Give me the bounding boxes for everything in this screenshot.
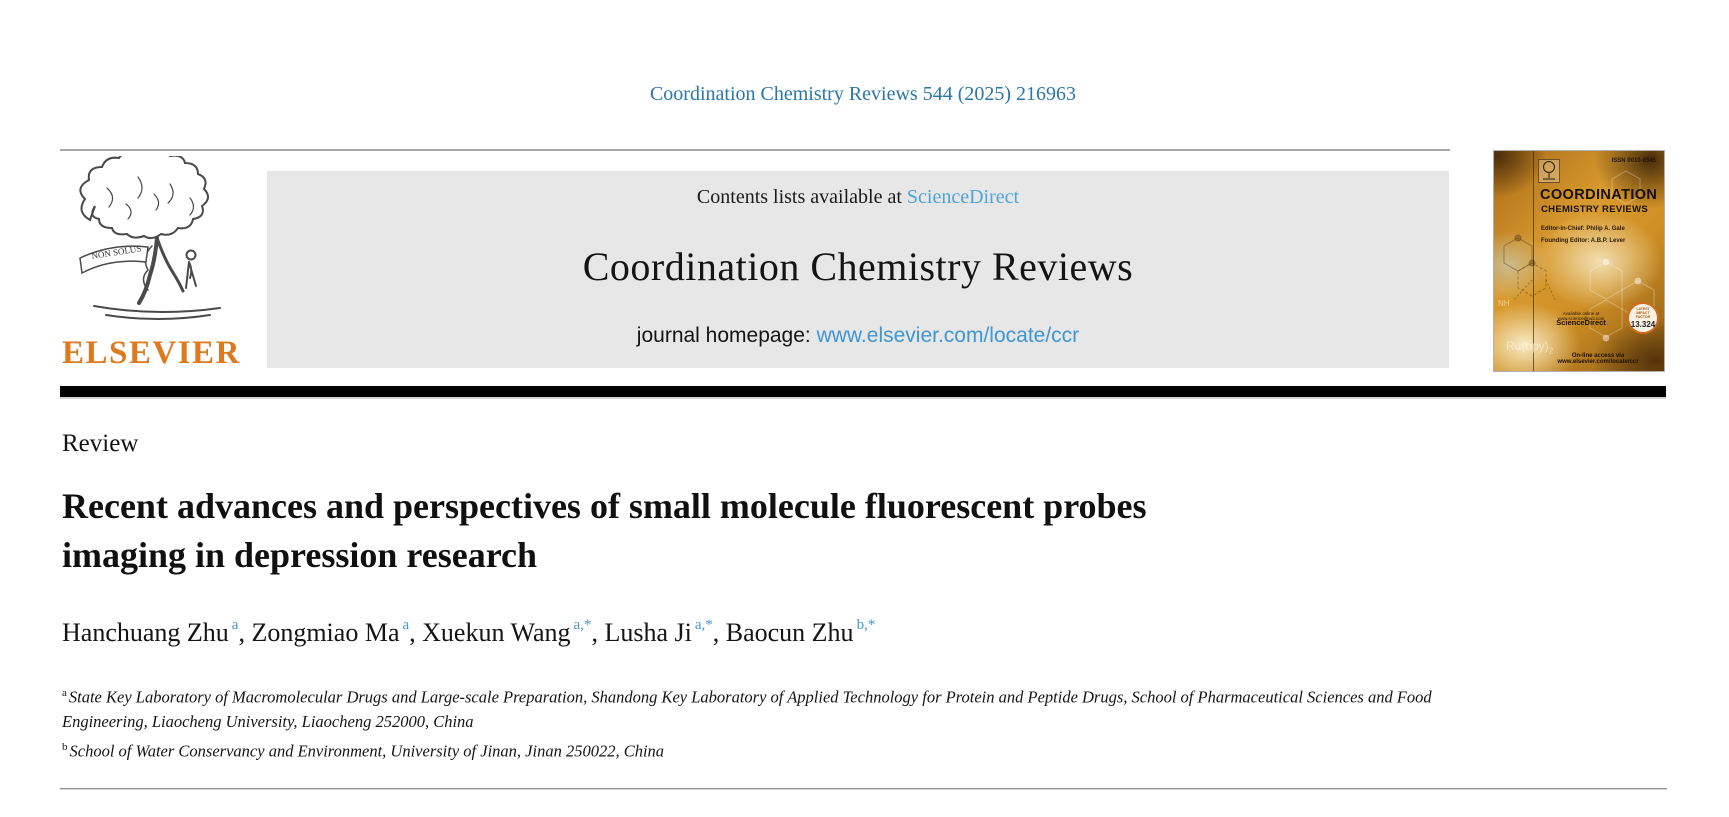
article-type-label: Review bbox=[62, 430, 139, 457]
journal-banner: Contents lists available at ScienceDirec… bbox=[267, 171, 1449, 368]
author-separator: , bbox=[409, 618, 423, 647]
author: Zongmiao Ma a bbox=[251, 617, 410, 647]
homepage-line: journal homepage: www.elsevier.com/locat… bbox=[637, 324, 1079, 348]
cover-divider-line bbox=[1533, 151, 1534, 371]
affiliation-a: a State Key Laboratory of Macromolecular … bbox=[62, 687, 1432, 731]
author-list: Hanchuang Zhu a, Zongmiao Ma a, Xuekun Wan… bbox=[62, 617, 876, 648]
impact-factor-badge: LATEST IMPACT FACTOR 13.324 bbox=[1627, 302, 1659, 334]
affiliation-marker: b bbox=[62, 740, 68, 753]
cover-editor-line: Editor-in-Chief: Philip A. Gale bbox=[1541, 226, 1625, 232]
contents-prefix: Contents lists available at bbox=[696, 186, 907, 208]
cover-journal-title-line2: CHEMISTRY REVIEWS bbox=[1541, 204, 1648, 215]
article-title-line1: Recent advances and perspectives of smal… bbox=[62, 486, 1147, 526]
article-title-line2: imaging in depression research bbox=[62, 535, 538, 575]
journal-citation-link[interactable]: Coordination Chemistry Reviews 544 (2025… bbox=[649, 83, 1077, 105]
author-affiliation-marker: a bbox=[231, 617, 239, 634]
badge-value: 13.324 bbox=[1630, 320, 1656, 329]
cover-mini-tree-icon bbox=[1538, 159, 1560, 183]
author-affiliation-marker: a,* bbox=[694, 617, 713, 634]
cover-issn: ISSN 0010-8545 bbox=[1611, 158, 1656, 164]
author: Hanchuang Zhu a bbox=[62, 617, 239, 647]
cover-journal-title-line1: COORDINATION bbox=[1540, 187, 1658, 203]
author-affiliation-marker: b,* bbox=[856, 617, 876, 634]
affiliations: a State Key Laboratory of Macromolecular … bbox=[62, 681, 1472, 764]
author: Lusha Ji a,* bbox=[604, 617, 713, 647]
cover-founding-editor-line: Founding Editor: A.B.P. Lever bbox=[1541, 238, 1626, 244]
journal-homepage-link[interactable]: www.elsevier.com/locate/ccr bbox=[816, 324, 1080, 347]
author-separator: , bbox=[238, 618, 252, 647]
section-divider-rule bbox=[60, 788, 1667, 790]
journal-cover-thumbnail: ISSN 0010-8545 COORDINATION CHEMISTRY RE… bbox=[1493, 150, 1665, 372]
affiliation-b: b School of Water Conservancy and Environ… bbox=[62, 740, 665, 761]
cover-sciencedirect-label: ScienceDirect bbox=[1556, 318, 1606, 327]
homepage-prefix: journal homepage: bbox=[636, 324, 817, 347]
author: Xuekun Wang a,* bbox=[422, 617, 592, 647]
author-affiliation-marker: a bbox=[402, 617, 410, 634]
cover-available-online: Available online at www.sciencedirect.co… bbox=[1557, 311, 1605, 321]
cover-access-line: On-line access via www.elsevier.com/loca… bbox=[1557, 353, 1639, 365]
cover-watermark-ru: Ru(bpy)2 bbox=[1506, 339, 1554, 356]
author-separator: , bbox=[712, 618, 726, 647]
author: Baocun Zhu b,* bbox=[725, 617, 876, 647]
cover-watermark-nh: NH bbox=[1498, 299, 1510, 308]
header-top-rule bbox=[60, 149, 1450, 151]
elsevier-wordmark: ELSEVIER bbox=[62, 335, 241, 371]
article-title: Recent advances and perspectives of smal… bbox=[62, 482, 1147, 580]
journal-title: Coordination Chemistry Reviews bbox=[582, 244, 1134, 289]
badge-label-1: LATEST bbox=[1636, 307, 1650, 311]
sciencedirect-link[interactable]: ScienceDirect bbox=[906, 186, 1020, 208]
elsevier-logo: NON SOLUS ELSEVIER bbox=[62, 149, 262, 372]
badge-label-2: IMPACT FACTOR bbox=[1635, 311, 1651, 319]
header-black-bar bbox=[60, 386, 1666, 399]
author-separator: , bbox=[591, 618, 605, 647]
cover-molecule-art-icon bbox=[1503, 170, 1655, 342]
contents-line: Contents lists available at ScienceDirec… bbox=[697, 186, 1019, 209]
author-affiliation-marker: a,* bbox=[573, 617, 592, 634]
elsevier-tree-icon: NON SOLUS bbox=[79, 149, 221, 320]
affiliation-marker: a bbox=[62, 687, 67, 699]
